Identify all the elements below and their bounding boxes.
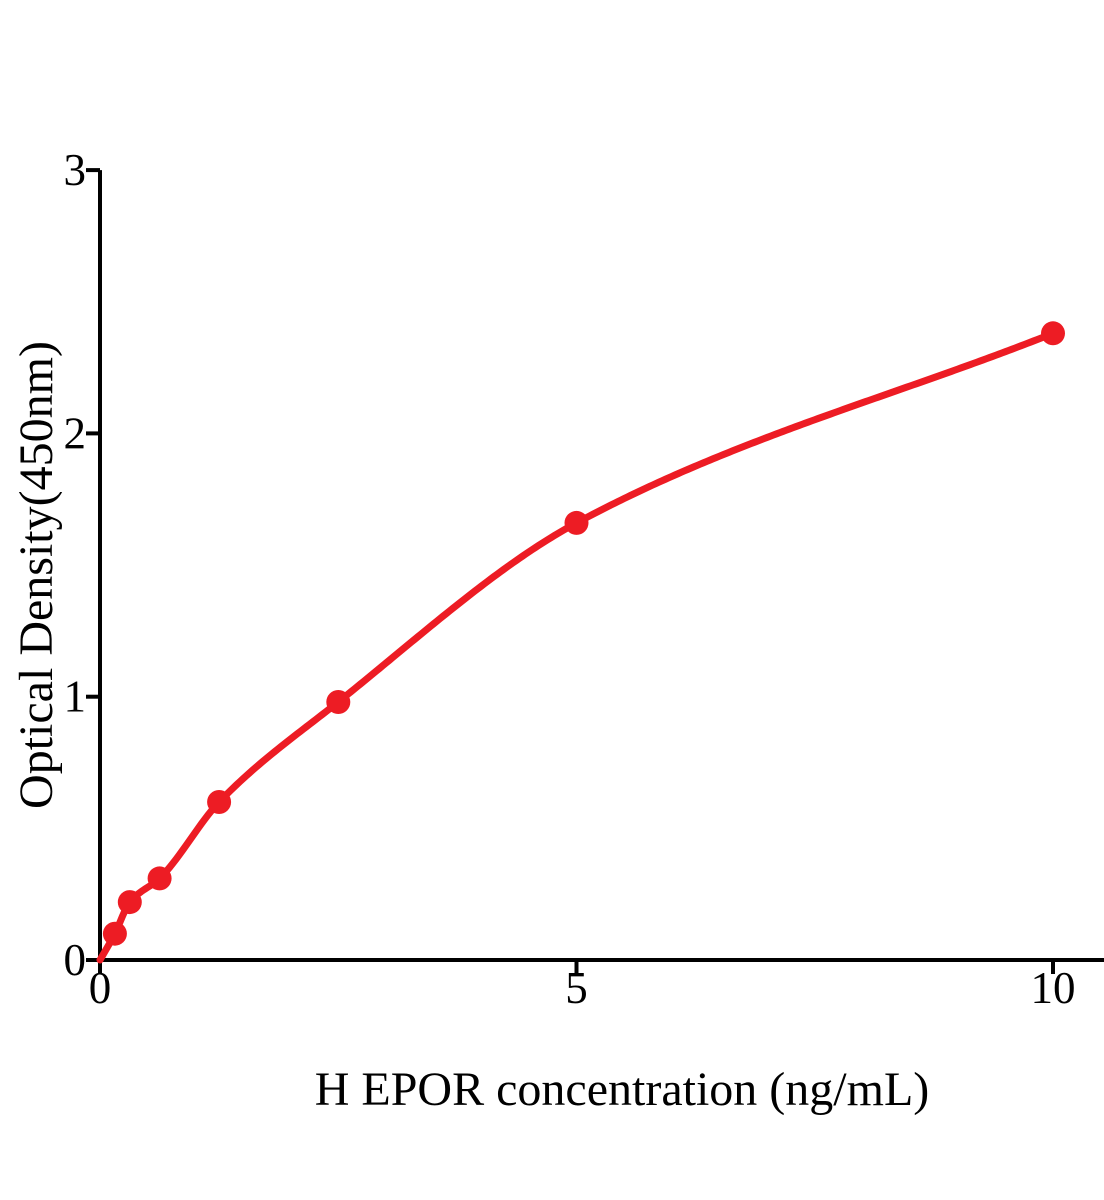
- data-points: [102, 321, 1065, 946]
- data-point: [117, 890, 142, 915]
- y-tick-label: 0: [64, 935, 87, 985]
- data-point: [1041, 321, 1065, 346]
- data-point: [564, 510, 589, 535]
- axes: 0 5 10 0 1 2 3: [64, 145, 1104, 1013]
- x-tick-label: 5: [565, 963, 588, 1013]
- y-tick-label: 2: [64, 408, 87, 458]
- data-point: [147, 866, 172, 891]
- x-axis-title: H EPOR concentration (ng/mL): [315, 1063, 930, 1116]
- fitted-curve-path: [96, 329, 1057, 964]
- data-point: [326, 690, 351, 714]
- x-tick-label: 10: [1031, 963, 1076, 1013]
- y-tick-label: 3: [64, 145, 87, 195]
- fit-curve: [96, 329, 1057, 964]
- data-point: [102, 921, 127, 946]
- y-tick-label: 1: [64, 672, 87, 722]
- x-tick-label: 0: [89, 963, 112, 1013]
- y-axis-title: Optical Density(450nm): [10, 341, 63, 809]
- data-point: [207, 790, 232, 814]
